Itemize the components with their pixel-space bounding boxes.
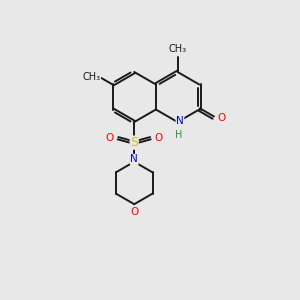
Text: O: O [218, 112, 226, 123]
Text: O: O [154, 133, 163, 143]
Text: N: N [176, 116, 184, 126]
Text: O: O [130, 207, 138, 218]
Text: H: H [175, 130, 183, 140]
Text: CH₃: CH₃ [169, 44, 187, 54]
Text: O: O [106, 133, 114, 143]
Text: S: S [130, 136, 138, 149]
Text: N: N [130, 154, 138, 164]
Text: CH₃: CH₃ [82, 72, 100, 82]
